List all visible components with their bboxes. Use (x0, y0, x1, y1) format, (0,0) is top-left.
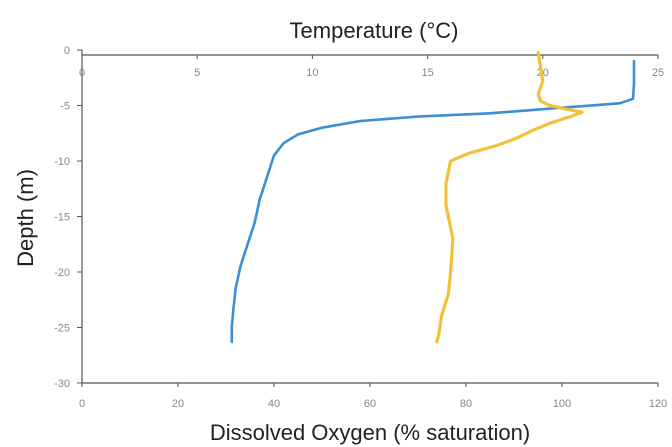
bottom-tick-label: 60 (364, 398, 376, 410)
bottom-axis-title: Dissolved Oxygen (% saturation) (210, 420, 530, 445)
bottom-tick-label: 120 (649, 398, 667, 410)
bottom-tick-label: 80 (460, 398, 472, 410)
y-tick-label: -5 (60, 101, 70, 113)
top-tick-label: 10 (306, 67, 318, 79)
y-axis-title: Depth (m) (13, 169, 38, 267)
top-axis-title: Temperature (°C) (290, 18, 459, 43)
top-tick-label: 0 (79, 67, 85, 79)
top-tick-label: 15 (421, 67, 433, 79)
y-tick-label: -10 (54, 156, 70, 168)
y-tick-label: 0 (64, 45, 70, 57)
temperature-series-line (435, 50, 584, 344)
y-tick-label: -15 (54, 212, 70, 224)
dissolved-oxygen-series-line (230, 59, 636, 344)
bottom-tick-label: 20 (172, 398, 184, 410)
bottom-tick-label: 100 (553, 398, 571, 410)
bottom-tick-label: 0 (79, 398, 85, 410)
y-tick-label: -20 (54, 267, 70, 279)
y-tick-label: -25 (54, 323, 70, 335)
top-tick-label: 5 (194, 67, 200, 79)
top-tick-label: 25 (652, 67, 664, 79)
bottom-tick-label: 40 (268, 398, 280, 410)
y-tick-label: -30 (54, 378, 70, 390)
